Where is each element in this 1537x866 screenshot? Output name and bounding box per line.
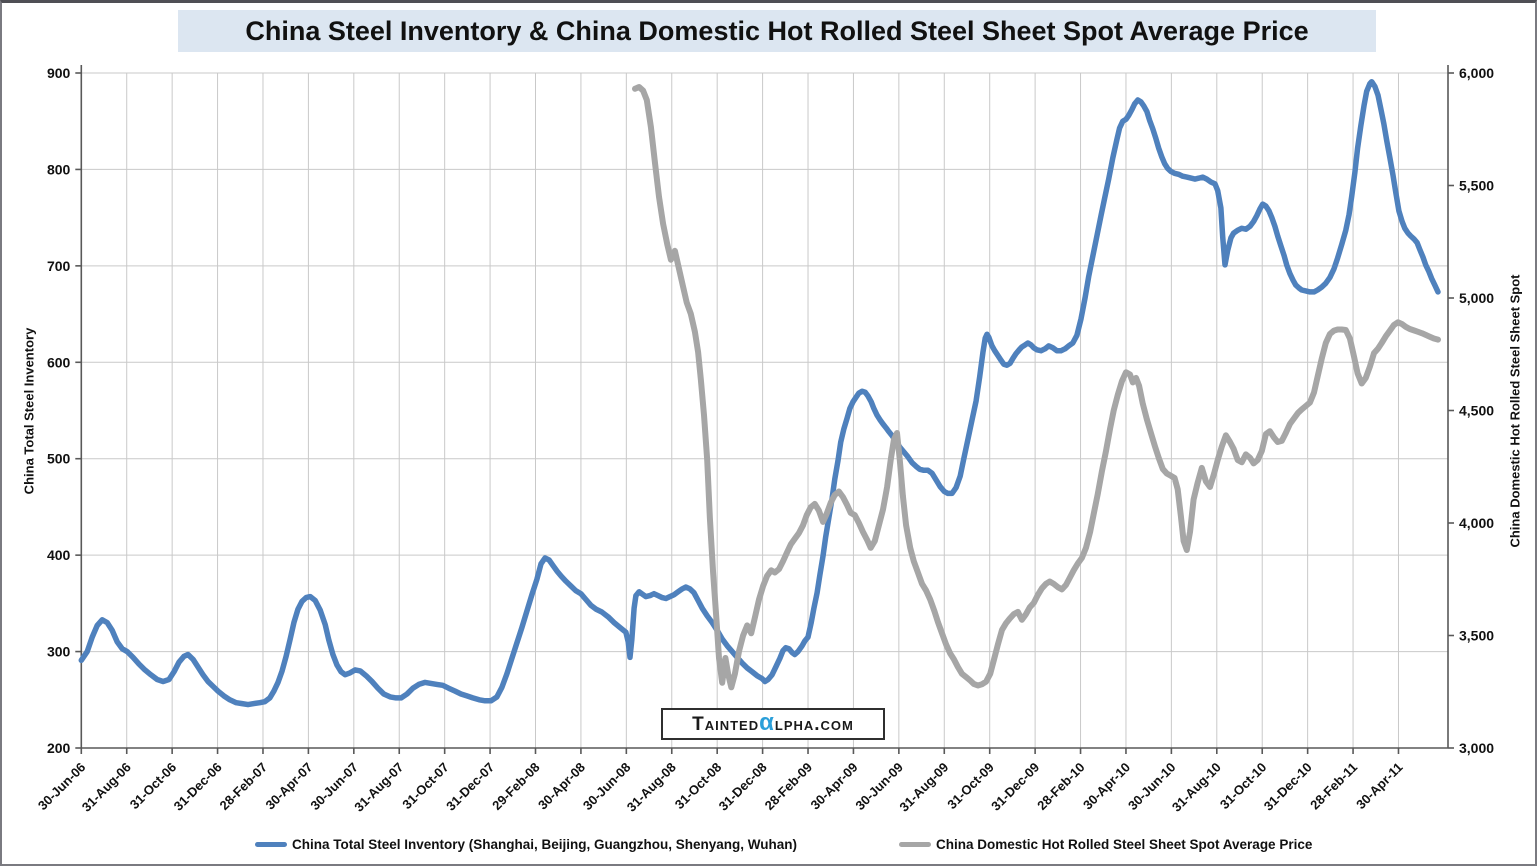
left-axis-tick-label: 500 <box>47 451 71 467</box>
left-axis-tick-label: 800 <box>47 161 71 177</box>
price-line-swatch <box>899 841 931 847</box>
right-axis-tick-label: 4,000 <box>1459 515 1494 531</box>
x-axis-tick-label: 31-Dec-07 <box>443 760 497 814</box>
x-axis-tick-label: 28-Feb-07 <box>217 760 271 814</box>
watermark-taintedalpha: Tainted α lpha.com <box>661 708 885 740</box>
right-axis-tick-label: 4,500 <box>1459 403 1494 419</box>
watermark-suffix: lpha.com <box>774 713 854 735</box>
x-axis-tick-label: 31-Aug-09 <box>896 760 951 815</box>
x-axis-tick-label: 31-Dec-09 <box>988 760 1042 814</box>
x-axis-tick-label: 30-Apr-11 <box>1353 760 1406 813</box>
right-axis-tick-label: 6,000 <box>1459 65 1494 81</box>
right-axis-tick-label: 5,500 <box>1459 178 1494 194</box>
left-axis-tick-label: 400 <box>47 547 71 563</box>
right-axis-tick-label: 5,000 <box>1459 290 1494 306</box>
plot-area: 200 300 400 500 600 700 800 900 3,000 3,500 4,000 4… <box>35 65 1494 815</box>
x-axis-tick-label: 31-Dec-06 <box>171 760 225 814</box>
x-axis-tick-label: 31-Aug-06 <box>79 760 134 815</box>
inventory-line <box>78 78 1441 708</box>
x-axis-tick-label: 31-Dec-10 <box>1261 760 1315 814</box>
right-axis-tick-label: 3,000 <box>1459 740 1494 756</box>
x-axis-tick-label: 29-Feb-08 <box>489 760 543 814</box>
right-axis-tick-label: 3,500 <box>1459 628 1494 644</box>
x-axis-tick-label: 30-Apr-10 <box>1080 760 1133 813</box>
x-axis-tick-label: 28-Feb-09 <box>762 760 816 814</box>
x-axis-tick-label: 31-Aug-10 <box>1169 760 1224 815</box>
left-axis-tick-label: 700 <box>47 258 71 274</box>
legend-label-price: China Domestic Hot Rolled Steel Sheet Sp… <box>936 836 1313 852</box>
x-axis-tick-label: 30-Apr-08 <box>535 760 588 813</box>
x-axis-tick-label: 30-Apr-09 <box>808 760 861 813</box>
left-axis-tick-label: 900 <box>47 65 71 81</box>
chart-title: China Steel Inventory & China Domestic H… <box>178 10 1376 52</box>
left-axis-title: China Total Steel Inventory <box>21 327 37 495</box>
x-axis-tick-label: 31-Dec-08 <box>716 760 770 814</box>
price-line <box>632 84 1441 691</box>
x-axis-tick-label: 31-Aug-08 <box>624 760 679 815</box>
x-axis-tick-label: 31-Aug-07 <box>351 760 406 815</box>
watermark-prefix: Tainted <box>692 713 760 735</box>
legend-item-price: China Domestic Hot Rolled Steel Sheet Sp… <box>899 835 1312 853</box>
left-axis-tick-label: 300 <box>47 644 71 660</box>
x-axis-tick-label: 28-Feb-11 <box>1307 760 1360 813</box>
watermark-alpha-glyph: α <box>759 709 775 736</box>
x-axis-tick-label: 28-Feb-10 <box>1034 760 1088 814</box>
right-axis-title: China Domestic Hot Rolled Steel Sheet Sp… <box>1507 274 1523 548</box>
legend-item-inventory: China Total Steel Inventory (Shanghai, B… <box>255 835 797 853</box>
left-axis-tick-label: 600 <box>47 354 71 370</box>
inventory-line-swatch <box>255 841 287 847</box>
x-axis-tick-label: 30-Apr-07 <box>263 760 316 813</box>
legend-label-inventory: China Total Steel Inventory (Shanghai, B… <box>292 836 798 852</box>
left-axis-tick-label: 200 <box>47 740 71 756</box>
